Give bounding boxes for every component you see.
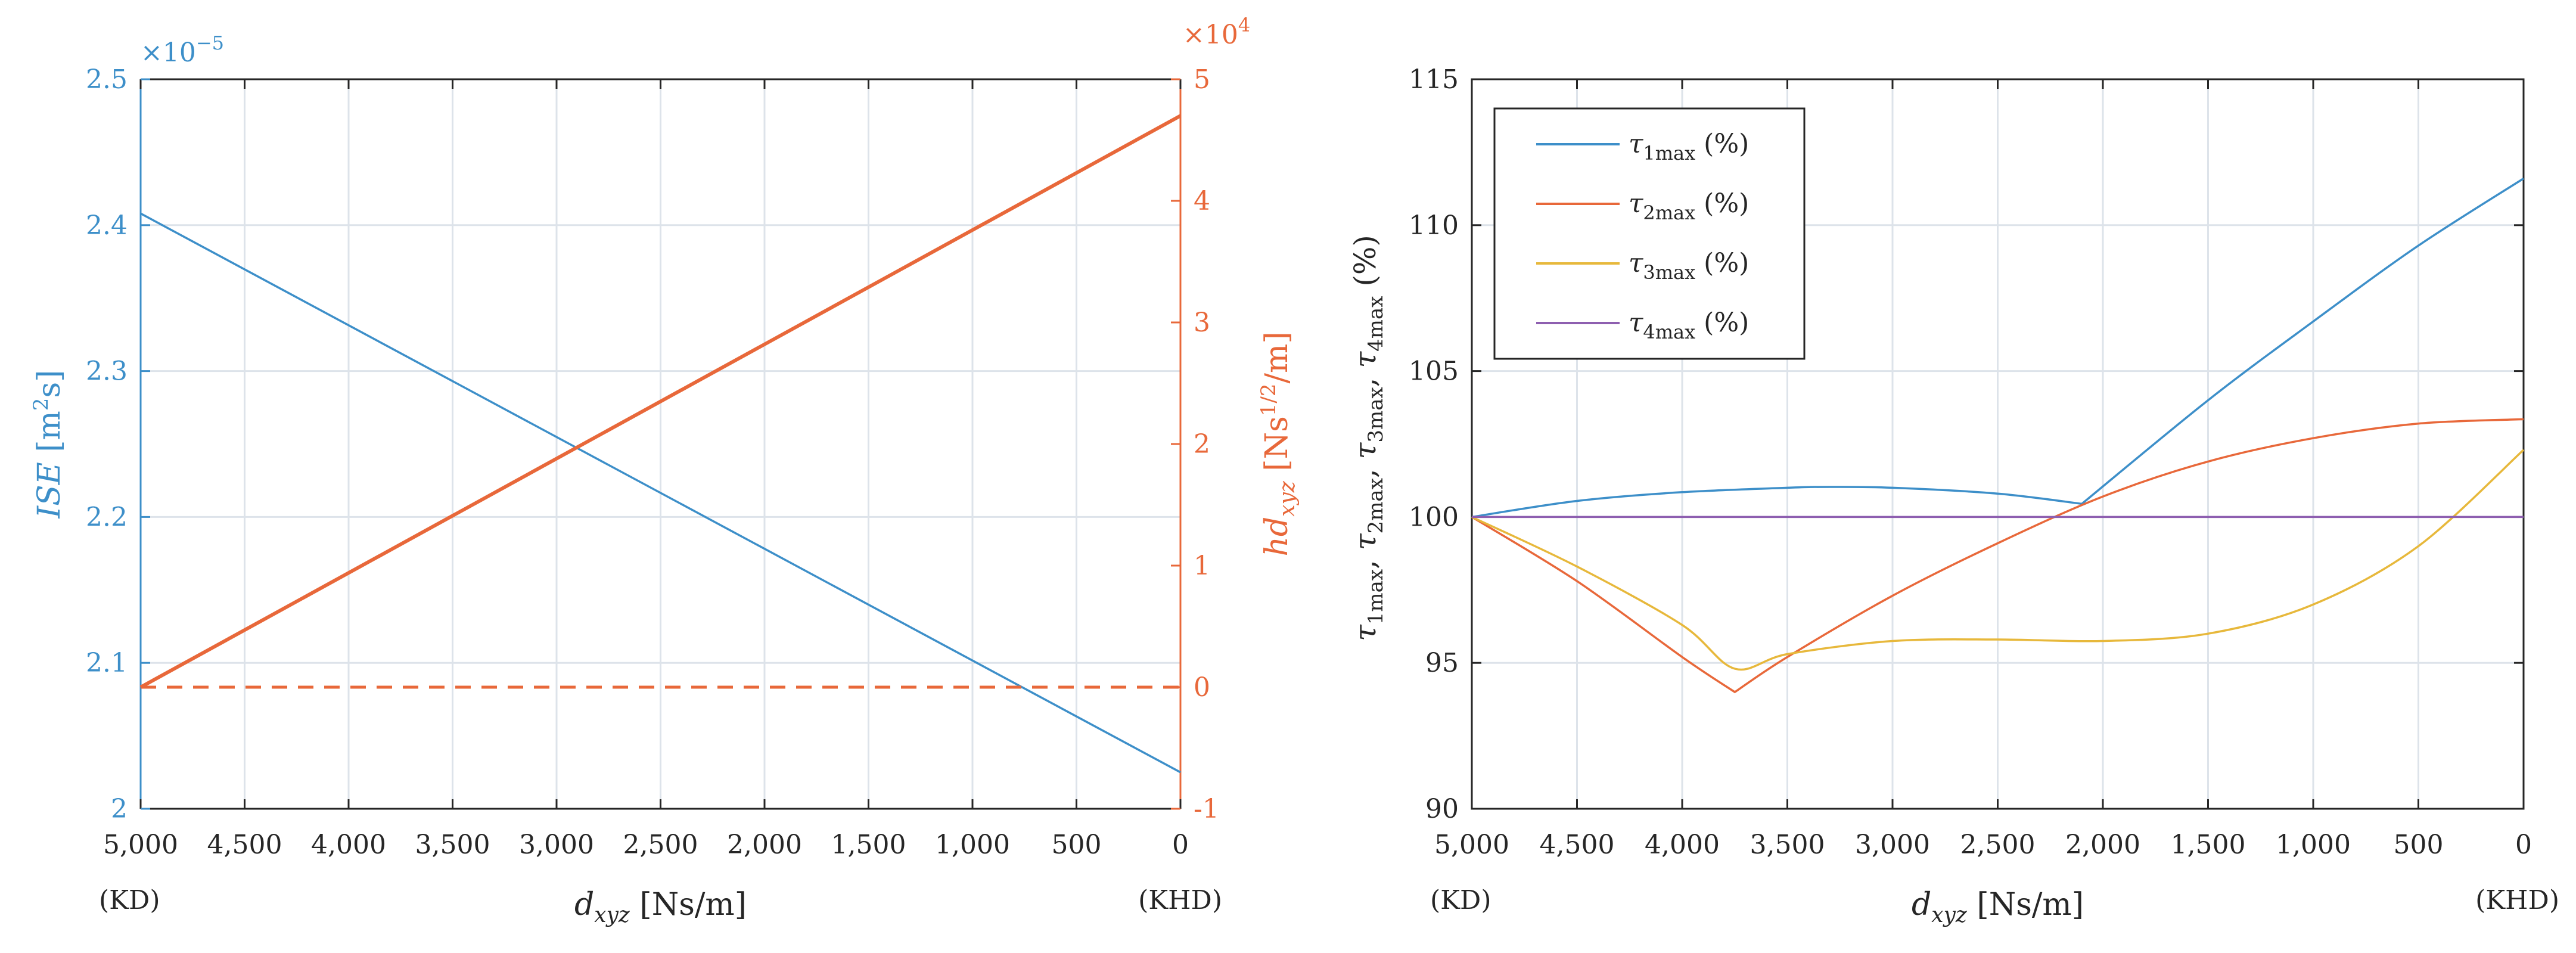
legend-entry: τ3max (%): [1629, 248, 1749, 284]
y-right-tick-label: 3: [1194, 308, 1210, 338]
y-tick-label: 110: [1409, 210, 1459, 241]
x-tick-label: 0: [1172, 830, 1189, 860]
x-tick-label: 3,500: [1750, 830, 1825, 860]
y-left-tick-label: 2.4: [86, 210, 128, 241]
x-tick-label: 4,500: [1540, 830, 1615, 860]
x-tick-label: 1,000: [2276, 830, 2351, 860]
x-axis-label: dxyz [Ns/m]: [574, 887, 747, 927]
y-left-axis-label: ISE [m2s]: [29, 370, 67, 519]
legend-entry: τ1max (%): [1629, 129, 1749, 164]
series-line--1max-: [1471, 178, 2524, 519]
legend-entry: τ4max (%): [1629, 308, 1749, 343]
x-tick-label: 3,000: [519, 830, 594, 860]
x-axis-label: dxyz [Ns/m]: [1912, 887, 2084, 927]
x-tick-label: 5,000: [103, 830, 178, 860]
legend: τ1max (%) τ2max (%) τ3max (%) τ4max (%): [1493, 107, 1806, 360]
y-right-tick-label: 4: [1194, 186, 1210, 216]
x-tick-label: 3,500: [415, 830, 490, 860]
y-tick-label: 115: [1409, 64, 1459, 95]
x-tick-label: 0: [2515, 830, 2532, 860]
legend-entry: τ2max (%): [1629, 188, 1749, 224]
y-right-tick-label: 0: [1194, 672, 1210, 703]
x-tick-label: 2,500: [1960, 830, 2036, 860]
x-tick-label: 4,500: [207, 830, 282, 860]
y-left-tick-label: 2.5: [86, 64, 128, 95]
x-tick-label: 1,500: [2171, 830, 2246, 860]
x-tick-label: 3,000: [1855, 830, 1930, 860]
x-tick-label: 500: [2394, 830, 2444, 860]
y-right-axis-label: hdxyz [Ns1/2/m]: [1257, 331, 1300, 556]
x-tick-label: 5,000: [1434, 830, 1509, 860]
x-end-label-kd: (KD): [1430, 885, 1491, 915]
y-right-multiplier: ×104: [1183, 14, 1250, 50]
y-axis-label: τ1max, τ2max, τ3max, τ4max (%): [1348, 235, 1388, 641]
x-tick-label: 4,000: [1645, 830, 1720, 860]
y-left-tick-label: 2.2: [86, 502, 128, 532]
y-left-tick-label: 2.3: [86, 356, 128, 387]
y-left-tick-label: 2.1: [86, 648, 128, 678]
right-panel: 5,000 4,500 4,000 3,500 3,000 2,500 2,000 1,500…: [1348, 64, 2559, 927]
legend-box: [1493, 107, 1806, 360]
y-right-tick-label: -1: [1194, 794, 1219, 824]
y-right-tick-label: 1: [1194, 551, 1210, 581]
series-line--2max-: [1471, 418, 2524, 694]
y-left-multiplier: ×10−5: [141, 32, 224, 68]
x-end-label-khd: (KHD): [2475, 885, 2559, 915]
x-tick-label: 4,000: [311, 830, 386, 860]
left-panel: 5,000 4,500 4,000 3,500 3,000 2,500 2,000 1,500…: [29, 14, 1300, 927]
x-tick-label: 1,500: [831, 830, 906, 860]
x-tick-label: 2,000: [727, 830, 802, 860]
x-tick-label: 500: [1052, 830, 1102, 860]
y-tick-label: 90: [1425, 794, 1459, 824]
x-tick-label: 1,000: [935, 830, 1010, 860]
series-line-hd-xyz: [139, 114, 1182, 689]
y-left-tick-label: 2: [111, 794, 128, 824]
x-tick-label: 2,500: [623, 830, 698, 860]
series-line--3max-: [1471, 449, 2525, 671]
x-end-label-khd: (KHD): [1138, 885, 1222, 915]
y-right-tick-label: 5: [1194, 64, 1210, 95]
y-right-tick-label: 2: [1194, 429, 1210, 460]
y-tick-label: 100: [1409, 502, 1459, 532]
x-tick-label: 2,000: [2065, 830, 2140, 860]
x-end-label-kd: (KD): [99, 885, 160, 915]
series-line-ise: [140, 212, 1181, 774]
y-tick-label: 105: [1409, 356, 1459, 387]
y-tick-label: 95: [1425, 648, 1459, 678]
